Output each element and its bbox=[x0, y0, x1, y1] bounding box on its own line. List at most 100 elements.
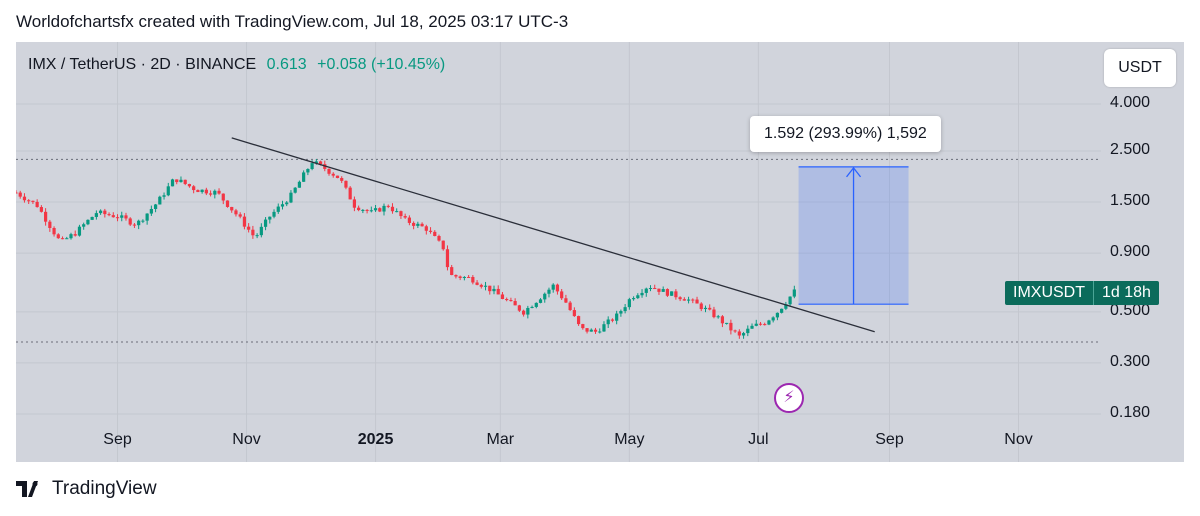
candle-body bbox=[52, 227, 56, 235]
candle-body bbox=[733, 330, 737, 332]
candle-body bbox=[725, 322, 729, 324]
candle-body bbox=[348, 187, 352, 200]
candle-body bbox=[644, 288, 648, 293]
candle-body bbox=[158, 196, 162, 205]
candle-body bbox=[145, 213, 149, 221]
candle-body bbox=[204, 189, 208, 194]
candle-body bbox=[598, 331, 602, 333]
candle-body bbox=[73, 234, 77, 236]
candle-body bbox=[648, 288, 653, 290]
tradingview-brand: TradingView bbox=[16, 478, 157, 500]
candle-body bbox=[407, 217, 411, 223]
candle-body bbox=[720, 316, 725, 324]
candle-body bbox=[551, 284, 555, 290]
candle-body bbox=[115, 217, 120, 219]
candle-body bbox=[716, 316, 720, 318]
x-tick-label: Mar bbox=[486, 431, 515, 448]
candle-body bbox=[420, 223, 424, 227]
candle-body bbox=[479, 284, 483, 287]
candle-body bbox=[505, 298, 509, 301]
price-change: +0.058 (+10.45%) bbox=[317, 56, 446, 73]
candle-body bbox=[335, 175, 340, 179]
x-tick-label: Sep bbox=[875, 431, 904, 448]
candle-body bbox=[424, 226, 428, 231]
candle-body bbox=[471, 276, 475, 283]
candle-body bbox=[522, 310, 526, 315]
x-tick-label: Nov bbox=[232, 431, 261, 448]
candle-body bbox=[213, 190, 217, 195]
tradingview-logo-icon bbox=[16, 481, 38, 497]
candle-body bbox=[754, 323, 758, 326]
candle-body bbox=[179, 179, 183, 183]
chart-background bbox=[16, 42, 1184, 462]
candle-body bbox=[708, 307, 712, 310]
candle-body bbox=[268, 216, 272, 220]
candle-body bbox=[412, 222, 416, 226]
candle-body bbox=[627, 299, 631, 308]
candle-body bbox=[60, 238, 65, 240]
brand-name: TradingView bbox=[52, 478, 157, 499]
candle-body bbox=[657, 288, 661, 292]
lightning-icon[interactable]: ⚡ bbox=[774, 383, 804, 413]
candle-body bbox=[458, 276, 462, 278]
candle-body bbox=[699, 303, 703, 310]
price-chart[interactable] bbox=[16, 42, 1184, 462]
candle-body bbox=[196, 190, 200, 193]
candle-body bbox=[433, 231, 437, 236]
candle-body bbox=[670, 291, 674, 296]
candle-body bbox=[560, 291, 564, 299]
candle-body bbox=[538, 299, 543, 303]
y-tick-label: 0.300 bbox=[1110, 352, 1151, 370]
candle-body bbox=[192, 186, 196, 191]
y-tick-label: 4.000 bbox=[1110, 94, 1151, 111]
candle-body bbox=[483, 285, 488, 287]
candle-body bbox=[441, 240, 445, 250]
candle-body bbox=[763, 324, 767, 326]
y-tick-label: 0.900 bbox=[1110, 243, 1151, 261]
candle-body bbox=[238, 214, 242, 217]
last-price: 0.613 bbox=[266, 56, 307, 73]
chart-caption: Worldofchartsfx created with TradingView… bbox=[16, 12, 569, 31]
candle-body bbox=[90, 216, 94, 220]
candle-body bbox=[310, 163, 314, 170]
candle-body bbox=[737, 331, 741, 336]
candle-body bbox=[18, 192, 22, 197]
candle-body bbox=[44, 211, 48, 222]
candle-body bbox=[467, 276, 471, 278]
candle-body bbox=[234, 210, 238, 215]
bar-countdown: 1d 18h bbox=[1093, 281, 1159, 305]
y-tick-label: 0.500 bbox=[1110, 301, 1151, 319]
candle-body bbox=[746, 328, 750, 334]
candle-body bbox=[107, 214, 111, 216]
candle-body bbox=[365, 209, 369, 211]
candle-body bbox=[492, 288, 496, 292]
candle-body bbox=[124, 215, 128, 219]
candle-body bbox=[378, 208, 382, 212]
candle-body bbox=[572, 310, 576, 317]
candle-body bbox=[255, 235, 259, 237]
candle-body bbox=[242, 216, 247, 227]
candle-body bbox=[344, 180, 348, 188]
currency-button[interactable]: USDT bbox=[1104, 49, 1176, 87]
candle-body bbox=[610, 319, 615, 321]
candle-body bbox=[166, 186, 170, 196]
candle-body bbox=[132, 224, 137, 226]
candle-body bbox=[352, 199, 357, 208]
candle-body bbox=[39, 207, 43, 212]
candle-body bbox=[306, 169, 310, 173]
candle-body bbox=[225, 200, 230, 207]
candle-body bbox=[534, 302, 538, 307]
candle-body bbox=[653, 288, 657, 290]
candle-body bbox=[285, 202, 289, 205]
candle-body bbox=[712, 309, 716, 318]
candle-body bbox=[390, 206, 395, 212]
ticker-name: IMXUSDT bbox=[1013, 284, 1085, 301]
candle-body bbox=[450, 267, 454, 276]
candle-body bbox=[65, 238, 69, 240]
candle-body bbox=[361, 209, 365, 211]
candle-body bbox=[636, 295, 640, 299]
candle-body bbox=[606, 319, 610, 325]
x-tick-label: Sep bbox=[103, 431, 132, 448]
candle-body bbox=[302, 172, 306, 182]
measure-label: 1.592 (293.99%) 1,592 bbox=[750, 116, 941, 152]
